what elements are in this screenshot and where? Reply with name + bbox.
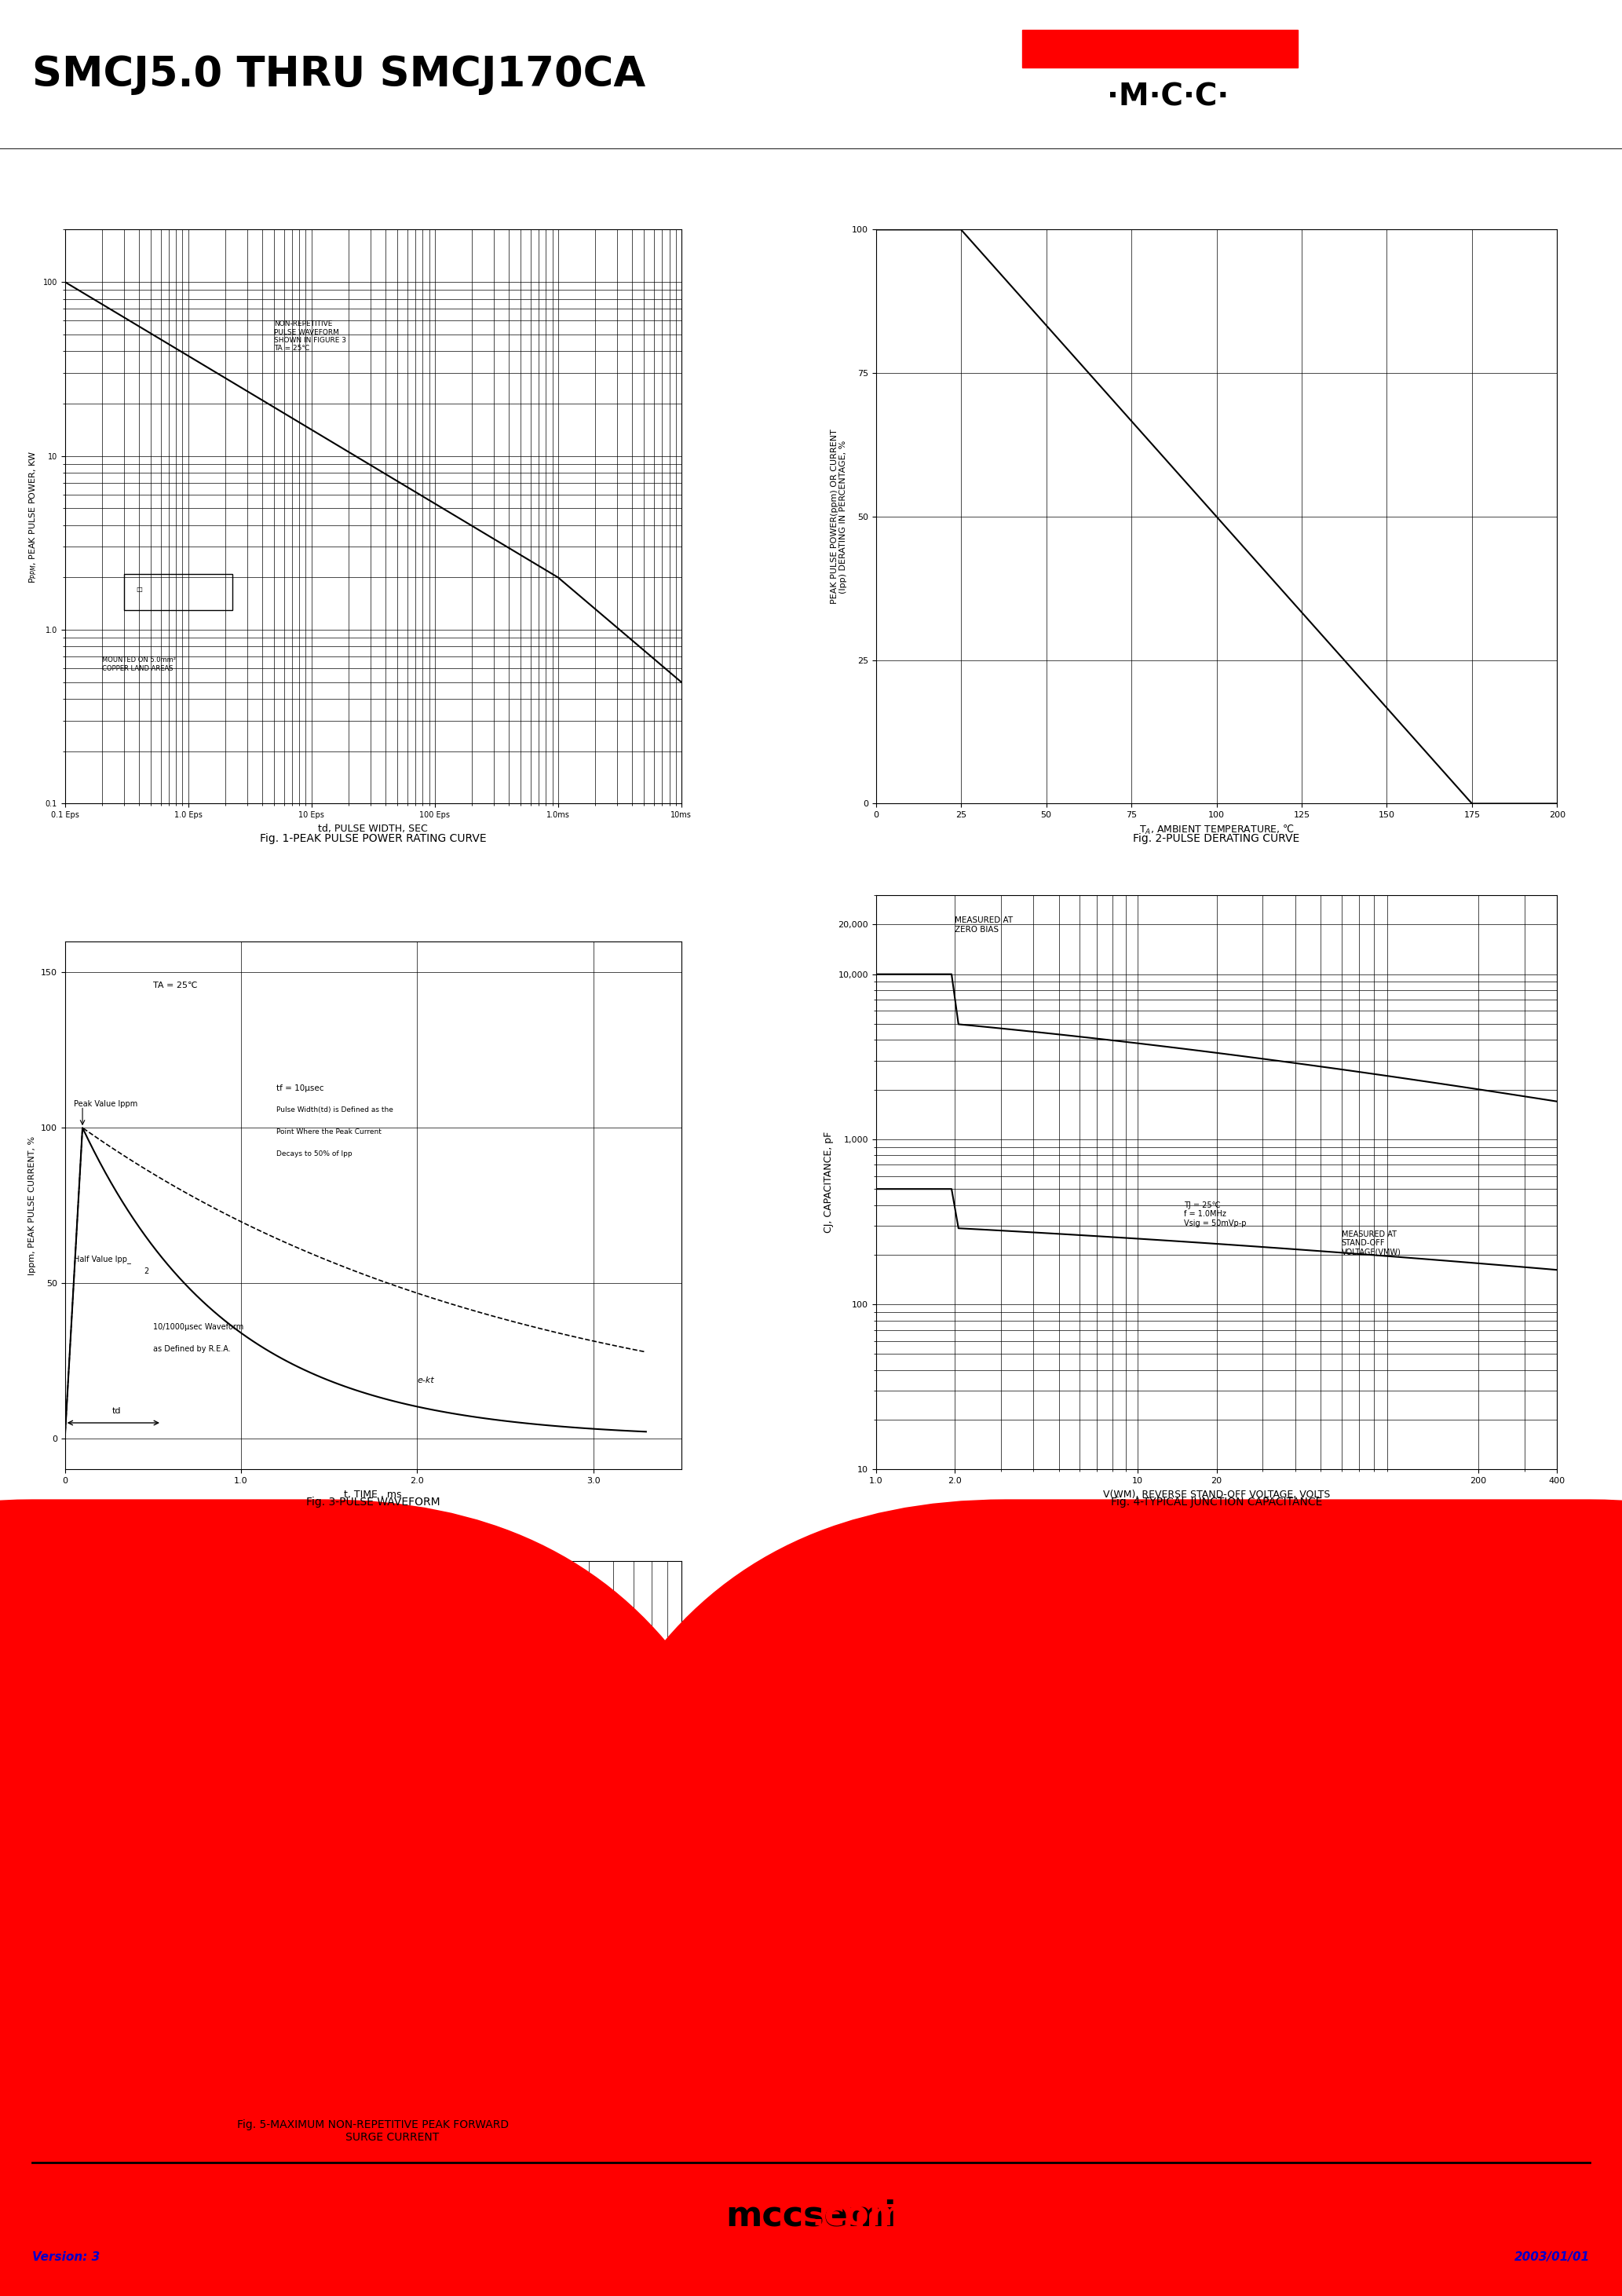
Text: TA = 25℃: TA = 25℃	[152, 983, 198, 990]
Text: □: □	[136, 585, 143, 592]
X-axis label: T$_A$, AMBIENT TEMPERATURE, ℃: T$_A$, AMBIENT TEMPERATURE, ℃	[1139, 824, 1294, 836]
Text: Fig. 1-PEAK PULSE POWER RATING CURVE: Fig. 1-PEAK PULSE POWER RATING CURVE	[260, 833, 487, 845]
Y-axis label: I$_{FSM}$, PEAK FORWARD SURGE
CURRENT, AMPERES: I$_{FSM}$, PEAK FORWARD SURGE CURRENT, A…	[16, 1763, 36, 1887]
Text: NON-REPETITIVE
PULSE WAVEFORM
SHOWN IN FIGURE 3
TA = 25℃: NON-REPETITIVE PULSE WAVEFORM SHOWN IN F…	[274, 321, 347, 351]
Text: Version: 3: Version: 3	[32, 2250, 101, 2264]
Text: Fig. 3-PULSE WAVEFORM: Fig. 3-PULSE WAVEFORM	[307, 1497, 440, 1508]
Y-axis label: CJ, CAPACITANCE, pF: CJ, CAPACITANCE, pF	[824, 1132, 834, 1233]
Y-axis label: P$_{PPM}$, PEAK PULSE POWER, KW: P$_{PPM}$, PEAK PULSE POWER, KW	[28, 450, 39, 583]
Text: www.: www.	[704, 2200, 811, 2232]
Text: Half Value Ipp_: Half Value Ipp_	[73, 1256, 131, 1263]
Text: Fig. 2-PULSE DERATING CURVE: Fig. 2-PULSE DERATING CURVE	[1134, 833, 1299, 845]
X-axis label: td, PULSE WIDTH, SEC: td, PULSE WIDTH, SEC	[318, 824, 428, 833]
Text: MEASURED AT
ZERO BIAS: MEASURED AT ZERO BIAS	[955, 916, 1012, 934]
Text: MEASURED AT
STAND-OFF
VOLTAGE(VMW): MEASURED AT STAND-OFF VOLTAGE(VMW)	[1341, 1231, 1401, 1256]
Text: .com: .com	[811, 2200, 905, 2232]
Y-axis label: Ippm, PEAK PULSE CURRENT, %: Ippm, PEAK PULSE CURRENT, %	[29, 1137, 36, 1274]
Text: Peak Value Ippm: Peak Value Ippm	[73, 1100, 138, 1107]
Text: Fig. 5-MAXIMUM NON-REPETITIVE PEAK FORWARD
           SURGE CURRENT: Fig. 5-MAXIMUM NON-REPETITIVE PEAK FORWA…	[237, 2119, 509, 2142]
Bar	[1022, 30, 1298, 67]
Text: Decays to 50% of Ipp: Decays to 50% of Ipp	[276, 1150, 352, 1157]
Text: tf = 10μsec: tf = 10μsec	[276, 1084, 324, 1093]
Text: 2: 2	[144, 1267, 149, 1274]
Text: 10/1000μsec Waveform: 10/1000μsec Waveform	[152, 1322, 243, 1332]
Text: ·M·C·C·: ·M·C·C·	[1106, 83, 1229, 113]
Text: MOUNTED ON 5.0mm²
COPPER LAND AREAS: MOUNTED ON 5.0mm² COPPER LAND AREAS	[102, 657, 175, 673]
Text: e-kt: e-kt	[417, 1375, 435, 1384]
Y-axis label: PEAK PULSE POWER(ppm) OR CURRENT
(Ipp) DERATING IN PERCENTAGE, %: PEAK PULSE POWER(ppm) OR CURRENT (Ipp) D…	[830, 429, 847, 604]
Text: SMCJ5.0 THRU SMCJ170CA: SMCJ5.0 THRU SMCJ170CA	[32, 55, 646, 94]
X-axis label: NUMBER OF CYCLES AT 60Hz: NUMBER OF CYCLES AT 60Hz	[302, 2110, 444, 2119]
Text: TJ = 25℃
f = 1.0MHz
Vsig = 50mVp-p: TJ = 25℃ f = 1.0MHz Vsig = 50mVp-p	[1184, 1201, 1246, 1226]
Text: 2003/01/01: 2003/01/01	[1513, 2250, 1590, 2264]
Text: mccsemi: mccsemi	[725, 2200, 897, 2232]
Text: td: td	[112, 1407, 122, 1414]
Text: as Defined by R.E.A.: as Defined by R.E.A.	[152, 1345, 230, 1352]
Text: Pulse Width(td) is Defined as the: Pulse Width(td) is Defined as the	[276, 1107, 393, 1114]
Text: Point Where the Peak Current: Point Where the Peak Current	[276, 1127, 381, 1137]
Text: Fig. 4-TYPICAL JUNCTION CAPACITANCE: Fig. 4-TYPICAL JUNCTION CAPACITANCE	[1111, 1497, 1322, 1508]
Bar	[123, 574, 232, 611]
X-axis label: t, TIME , ms: t, TIME , ms	[344, 1490, 402, 1499]
Text: TJ = TJ max
8.3ms SINGLE HALF
SINCE-WAVE JEDEC
METHOD: TJ = TJ max 8.3ms SINGLE HALF SINCE-WAVE…	[212, 1685, 294, 1722]
X-axis label: V(WM), REVERSE STAND-OFF VOLTAGE, VOLTS: V(WM), REVERSE STAND-OFF VOLTAGE, VOLTS	[1103, 1490, 1330, 1499]
